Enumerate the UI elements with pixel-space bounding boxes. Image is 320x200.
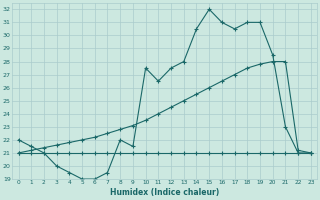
X-axis label: Humidex (Indice chaleur): Humidex (Indice chaleur) <box>110 188 219 197</box>
